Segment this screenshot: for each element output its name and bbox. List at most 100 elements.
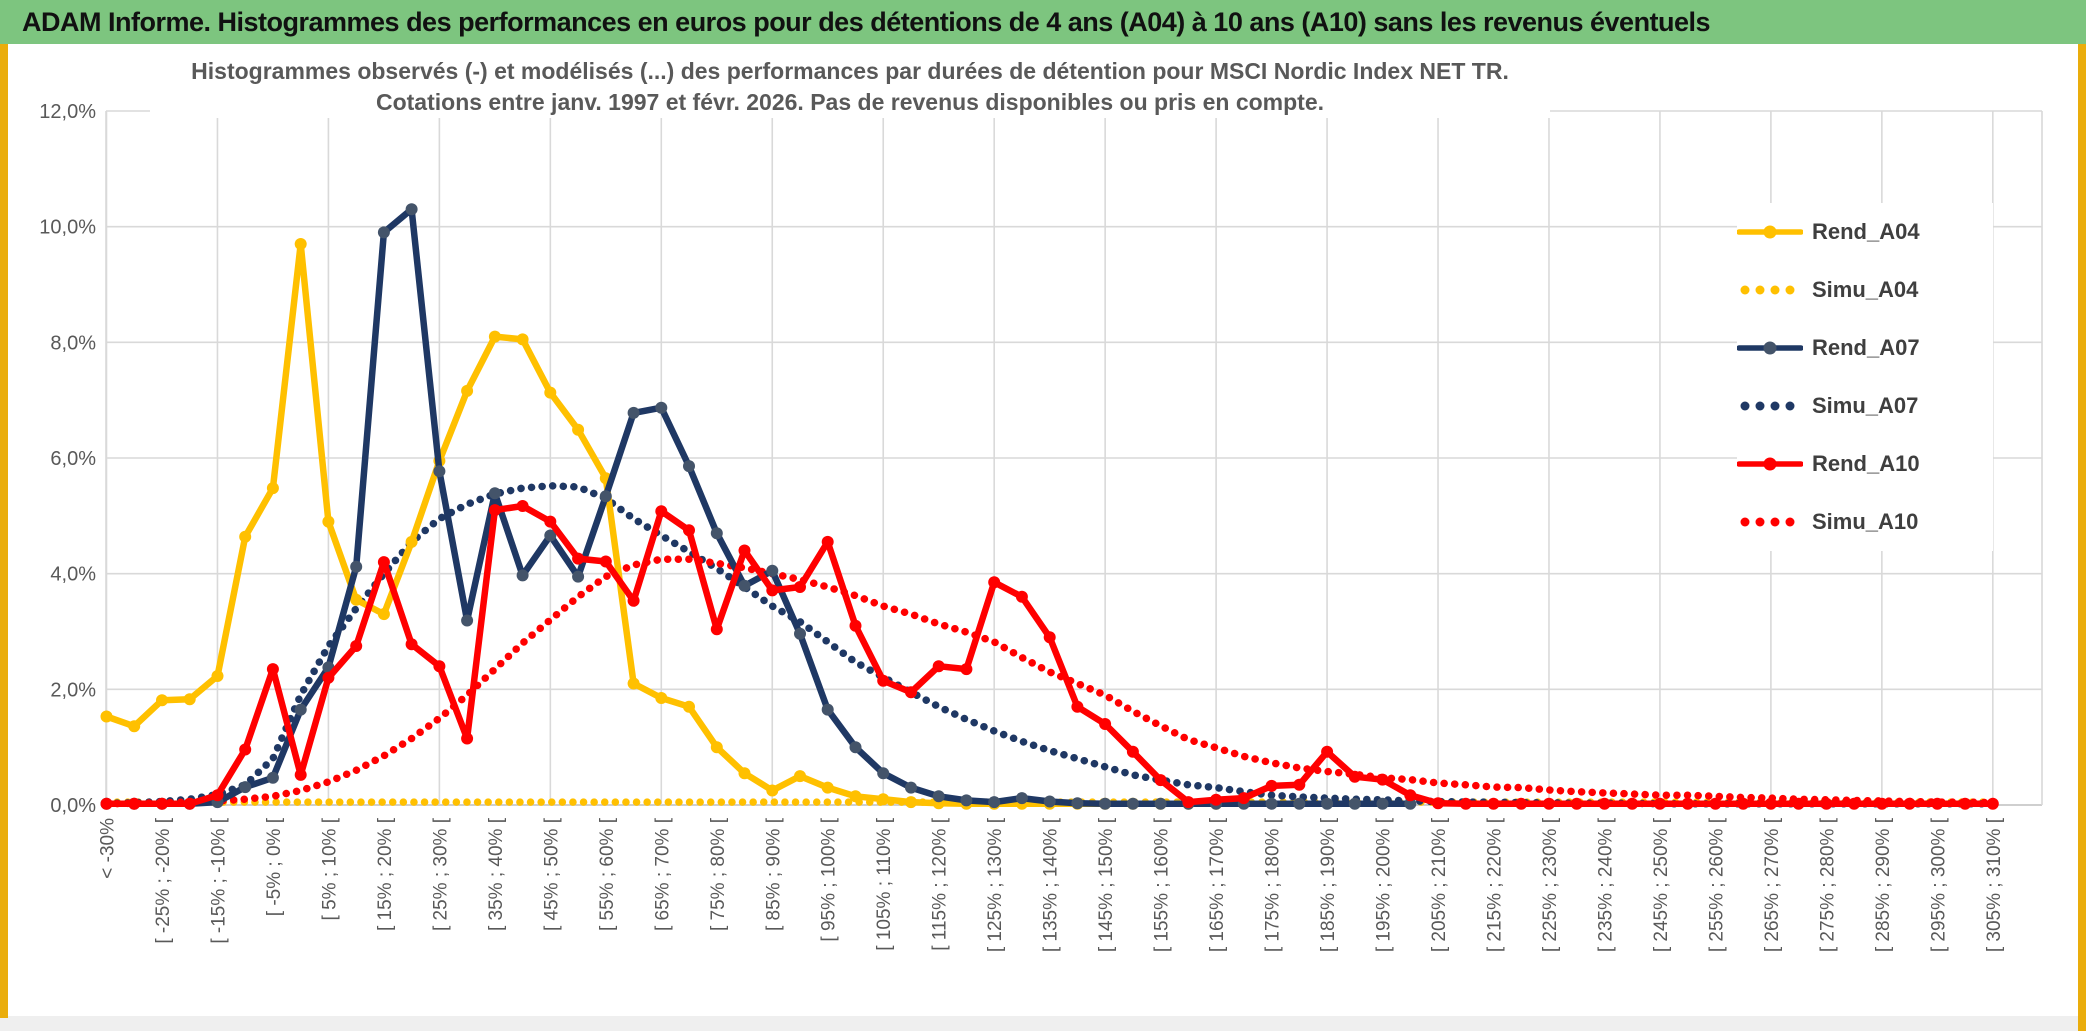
x-axis-label: [ 265% ; 270% [ [1762, 817, 1783, 952]
legend-item-Rend_A07[interactable]: Rend_A07 [1737, 319, 1993, 377]
data-point-marker [627, 406, 640, 419]
legend-label: Rend_A07 [1812, 335, 1920, 360]
left-accent-border [0, 40, 8, 1018]
legend-item-Rend_A10[interactable]: Rend_A10 [1737, 435, 1993, 493]
y-axis-label: 12,0% [39, 101, 96, 123]
x-axis-label: < -30% [98, 818, 119, 879]
x-axis-label: [ 125% ; 130% [ [985, 817, 1006, 952]
data-point-marker [1043, 631, 1056, 644]
data-point-marker [794, 627, 806, 640]
legend-item-Rend_A04[interactable]: Rend_A04 [1737, 203, 1993, 261]
series-Rend_A04[interactable] [100, 238, 1223, 810]
data-point-marker [377, 226, 390, 239]
data-point-marker [239, 743, 252, 756]
x-axis-label: [ 55% ; 60% [ [597, 817, 618, 931]
data-point-marker [599, 490, 612, 503]
data-point-marker [544, 529, 557, 542]
data-point-marker [1154, 797, 1167, 810]
data-point-marker [377, 556, 390, 569]
x-axis-label: [ 165% ; 170% [ [1207, 817, 1228, 952]
data-point-marker [960, 663, 973, 676]
legend-swatch-solid [1737, 225, 1803, 239]
x-axis-label: [ 275% ; 280% [ [1817, 817, 1838, 952]
legend-label: Simu_A10 [1812, 509, 1919, 534]
y-axis-label: 4,0% [50, 564, 96, 586]
data-point-marker [488, 330, 501, 343]
data-point-marker [1626, 797, 1639, 810]
data-point-marker [239, 781, 252, 794]
data-point-marker [1681, 797, 1694, 810]
data-point-marker [655, 401, 668, 414]
data-point-marker [1515, 797, 1528, 810]
data-point-marker [516, 569, 529, 582]
x-axis-label: [ 45% ; 50% [ [541, 817, 562, 931]
data-point-marker [1126, 797, 1139, 810]
data-point-marker [461, 614, 474, 627]
data-point-marker [461, 732, 474, 745]
data-point-marker [266, 482, 279, 495]
data-point-marker [1792, 797, 1805, 810]
x-axis-label: [ -25% ; -20% [ [153, 817, 174, 943]
data-point-marker [627, 677, 640, 690]
data-point-marker [932, 790, 945, 803]
data-point-marker [1487, 797, 1500, 810]
data-point-marker [156, 797, 168, 810]
data-point-marker [1015, 590, 1028, 603]
data-point-marker [1293, 797, 1306, 810]
data-point-marker [988, 576, 1001, 589]
data-point-marker [350, 640, 363, 652]
data-point-marker [1071, 797, 1084, 810]
legend-item-Simu_A04[interactable]: Simu_A04 [1737, 261, 1993, 319]
data-point-marker [572, 570, 585, 583]
data-point-marker [1959, 797, 1972, 810]
window-title: ADAM Informe. Histogrammes des performan… [22, 6, 1711, 37]
data-point-marker [405, 535, 418, 548]
data-point-marker [821, 703, 834, 716]
data-point-marker [1043, 795, 1056, 808]
data-point-marker [1848, 797, 1861, 810]
legend-item-Simu_A07[interactable]: Simu_A07 [1737, 377, 1993, 435]
series-line-Rend_A10[interactable] [103, 502, 1997, 808]
chart-title-line2: Cotations entre janv. 1997 et févr. 2026… [375, 89, 1325, 115]
x-axis-label: [ 15% ; 20% [ [375, 817, 396, 931]
x-axis-label: [ 175% ; 180% [ [1263, 817, 1284, 952]
x-axis-label: [ 5% ; 10% [ [319, 817, 340, 920]
data-point-marker [683, 460, 695, 473]
series-Simu_A10[interactable] [102, 555, 1997, 808]
window-title-bar: ADAM Informe. Histogrammes des performan… [0, 0, 2086, 44]
data-point-marker [516, 333, 529, 346]
data-point-marker [877, 674, 890, 687]
data-point-marker [738, 767, 751, 780]
data-point-marker [932, 660, 945, 673]
x-axis-label: [ 95% ; 100% [ [819, 817, 840, 941]
right-accent-border [2078, 40, 2086, 1031]
data-point-marker [211, 789, 224, 802]
data-point-marker [433, 465, 446, 478]
data-point-marker [766, 784, 779, 797]
data-point-marker [794, 770, 806, 783]
data-point-marker [461, 384, 474, 397]
data-point-marker [1376, 797, 1389, 810]
series-Rend_A10[interactable] [100, 500, 1999, 810]
data-point-marker [766, 584, 779, 597]
data-point-marker [766, 564, 779, 577]
legend-label: Simu_A04 [1812, 277, 1919, 302]
x-axis-label: [ 295% ; 300% [ [1928, 817, 1949, 952]
chart-legend: Rend_A04 Simu_A04 Rend_A07 Simu_A07 Rend_A10… [1737, 203, 1993, 551]
data-point-marker [1265, 779, 1278, 792]
chart-title-line1: Histogrammes observés (-) et modélisés (… [191, 58, 1509, 84]
x-axis-label: [ 145% ; 150% [ [1096, 817, 1117, 952]
data-point-marker [988, 796, 1001, 809]
data-point-marker [211, 670, 224, 682]
data-point-marker [1126, 745, 1139, 758]
series-line-Simu_A10[interactable] [102, 555, 1997, 808]
data-point-marker [183, 693, 196, 706]
x-axis-label: [ 255% ; 260% [ [1706, 817, 1727, 952]
data-point-marker [821, 535, 834, 548]
legend-item-Simu_A10[interactable]: Simu_A10 [1737, 493, 1993, 551]
data-point-marker [544, 515, 557, 528]
data-point-marker [877, 793, 890, 806]
data-point-marker [266, 663, 279, 676]
